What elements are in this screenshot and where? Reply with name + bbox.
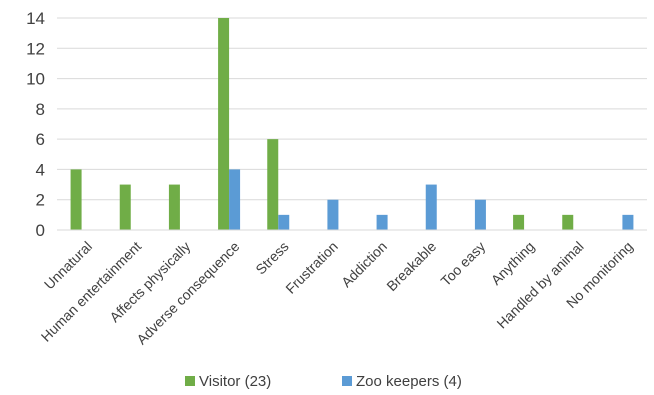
bar-visitor	[267, 139, 279, 230]
bar-visitor	[513, 214, 525, 230]
y-tick-label: 8	[36, 100, 45, 119]
bar-zoo-keepers	[327, 199, 339, 230]
bar-zoo-keepers	[474, 199, 486, 230]
x-tick-label: Too easy	[437, 238, 488, 289]
x-tick-label: Breakable	[383, 238, 439, 294]
bar-visitor	[70, 169, 82, 230]
bar-zoo-keepers	[622, 214, 634, 230]
y-tick-label: 2	[36, 191, 45, 210]
bar-visitor	[218, 18, 230, 230]
y-tick-label: 12	[26, 39, 45, 58]
y-tick-label: 0	[36, 221, 45, 240]
legend-swatch	[342, 376, 352, 386]
y-tick-label: 4	[36, 160, 45, 179]
legend: Visitor (23) Zoo keepers (4)	[185, 373, 462, 390]
x-tick-label: Handled by animal	[493, 238, 586, 331]
x-tick-label: Stress	[252, 238, 291, 277]
y-axis-ticks: 0 2 4 6 8 10 12 14	[26, 9, 45, 240]
legend-swatch	[185, 376, 195, 386]
x-tick-label: Anything	[488, 238, 538, 288]
bar-visitor	[168, 184, 180, 230]
legend-label: Visitor (23)	[199, 373, 271, 390]
y-tick-label: 10	[26, 70, 45, 89]
bar-zoo-keepers	[278, 214, 290, 230]
legend-label: Zoo keepers (4)	[356, 373, 462, 390]
x-tick-label: Addiction	[338, 238, 390, 290]
bar-visitor	[119, 184, 131, 230]
gridlines	[57, 17, 647, 201]
x-tick-label: Frustration	[282, 238, 341, 297]
y-tick-label: 14	[26, 9, 45, 28]
y-tick-label: 6	[36, 130, 45, 149]
bar-zoo-keepers	[425, 184, 437, 230]
bars	[70, 18, 634, 230]
bar-visitor	[562, 214, 574, 230]
bar-zoo-keepers	[229, 169, 241, 230]
bar-zoo-keepers	[376, 214, 388, 230]
